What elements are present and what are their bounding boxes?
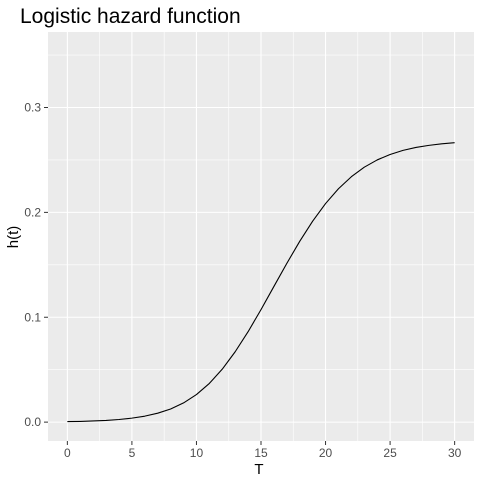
data-point	[351, 176, 352, 177]
grid-major	[48, 32, 474, 441]
series-line	[67, 142, 455, 423]
data-point	[209, 383, 210, 384]
chart-title: Logistic hazard function	[20, 5, 241, 28]
data-point	[299, 241, 300, 242]
x-axis: 0 5 10 15 20 25 30	[64, 441, 462, 460]
y-tick-label: 0.3	[24, 101, 41, 115]
data-point	[118, 419, 119, 420]
data-point	[183, 402, 184, 403]
x-tick-label: 15	[254, 446, 268, 460]
data-point	[428, 145, 429, 146]
y-tick-label: 0.2	[24, 205, 41, 219]
y-axis: 0.0 0.1 0.2 0.3	[24, 101, 48, 429]
data-point	[402, 150, 403, 151]
x-tick-label: 5	[129, 446, 136, 460]
data-point	[454, 142, 455, 143]
data-point	[312, 221, 313, 222]
data-point	[222, 369, 223, 370]
x-tick-label: 20	[319, 446, 333, 460]
data-point	[131, 418, 132, 419]
x-tick-label: 0	[64, 446, 71, 460]
data-point	[170, 408, 171, 409]
data-point	[80, 421, 81, 422]
data-point	[144, 416, 145, 417]
data-point	[93, 420, 94, 421]
data-point	[389, 154, 390, 155]
x-tick-label: 30	[448, 446, 462, 460]
data-point	[105, 420, 106, 421]
y-tick-label: 0.0	[24, 415, 41, 429]
data-point	[67, 421, 68, 422]
data-point	[325, 203, 326, 204]
data-point	[247, 331, 248, 332]
y-axis-title: h(t)	[5, 226, 22, 249]
data-point	[235, 351, 236, 352]
y-tick-label: 0.1	[24, 310, 41, 324]
data-point	[273, 286, 274, 287]
data-point	[338, 188, 339, 189]
data-point	[196, 394, 197, 395]
series-layer	[67, 142, 455, 423]
x-axis-title: T	[254, 461, 263, 478]
data-point	[377, 159, 378, 160]
data-point	[157, 413, 158, 414]
x-tick-label: 10	[190, 446, 204, 460]
data-point	[415, 147, 416, 148]
x-tick-label: 25	[383, 446, 397, 460]
data-point	[286, 263, 287, 264]
data-point	[441, 143, 442, 144]
data-point	[260, 309, 261, 310]
data-point	[364, 167, 365, 168]
